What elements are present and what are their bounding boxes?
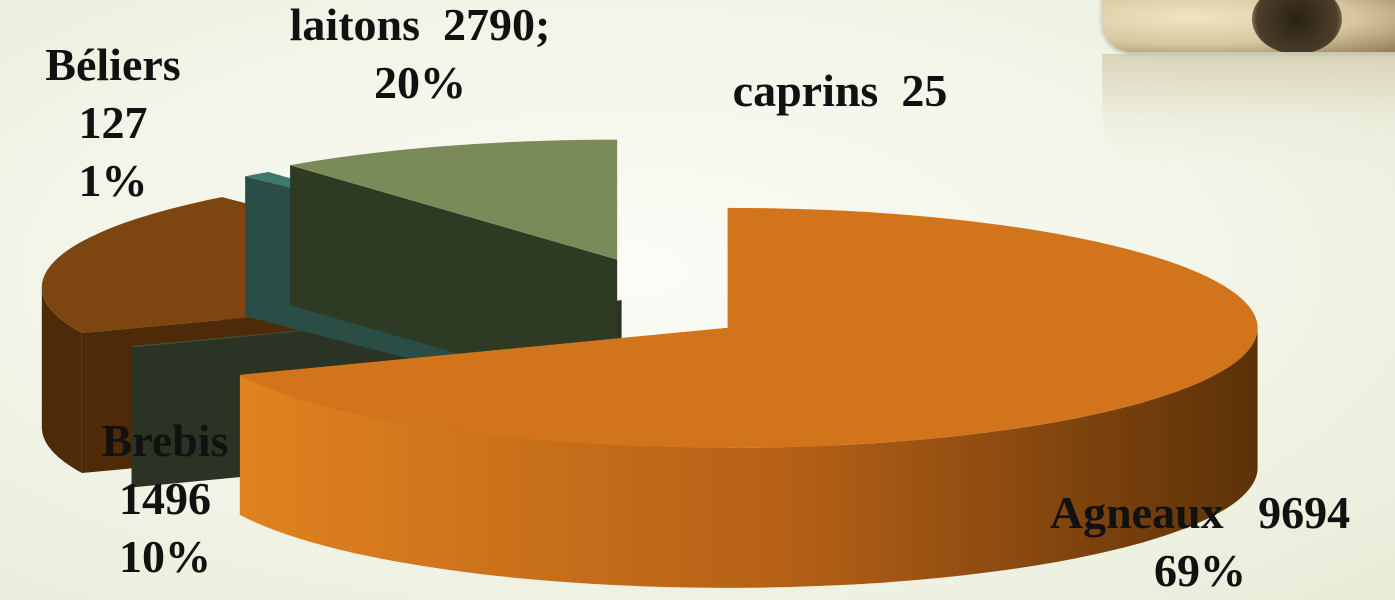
label-caprins: caprins 25 xyxy=(700,62,980,120)
label-caprins-name: caprins xyxy=(732,65,879,116)
label-beliers: Béliers 127 1% xyxy=(8,36,218,210)
slice-laitons-side xyxy=(41,287,82,474)
label-laitons-percent: 20% xyxy=(374,57,466,108)
sheep-photo-reflection xyxy=(1102,54,1395,164)
label-laitons-name: laitons xyxy=(289,0,421,50)
label-beliers-name: Béliers xyxy=(45,39,181,90)
slice-brebis xyxy=(290,139,618,260)
label-caprins-value: 25 xyxy=(901,65,948,116)
label-agneaux: Agneaux 9694 69% xyxy=(1010,484,1390,600)
slice-caprins-side xyxy=(131,346,134,488)
sheep-photo xyxy=(1102,0,1395,52)
label-brebis: Brebis 1496 10% xyxy=(60,412,270,586)
slice-agneaux xyxy=(239,207,1258,448)
label-agneaux-percent: 69% xyxy=(1154,545,1246,596)
label-beliers-value: 127 xyxy=(78,97,148,148)
label-laitons: laitons 2790; 20% xyxy=(250,0,590,112)
label-agneaux-value: 9694 xyxy=(1258,487,1351,538)
label-brebis-name: Brebis xyxy=(101,415,229,466)
slice-brebis-wall-start xyxy=(290,165,618,400)
sheep-photo-dark-fleece xyxy=(1252,0,1342,52)
label-agneaux-name: Agneaux xyxy=(1049,487,1224,538)
label-laitons-value: 2790; xyxy=(443,0,551,50)
label-beliers-percent: 1% xyxy=(78,155,148,206)
label-brebis-value: 1496 xyxy=(119,473,211,524)
slice-agneaux-side xyxy=(239,327,1258,588)
label-brebis-percent: 10% xyxy=(119,531,211,582)
